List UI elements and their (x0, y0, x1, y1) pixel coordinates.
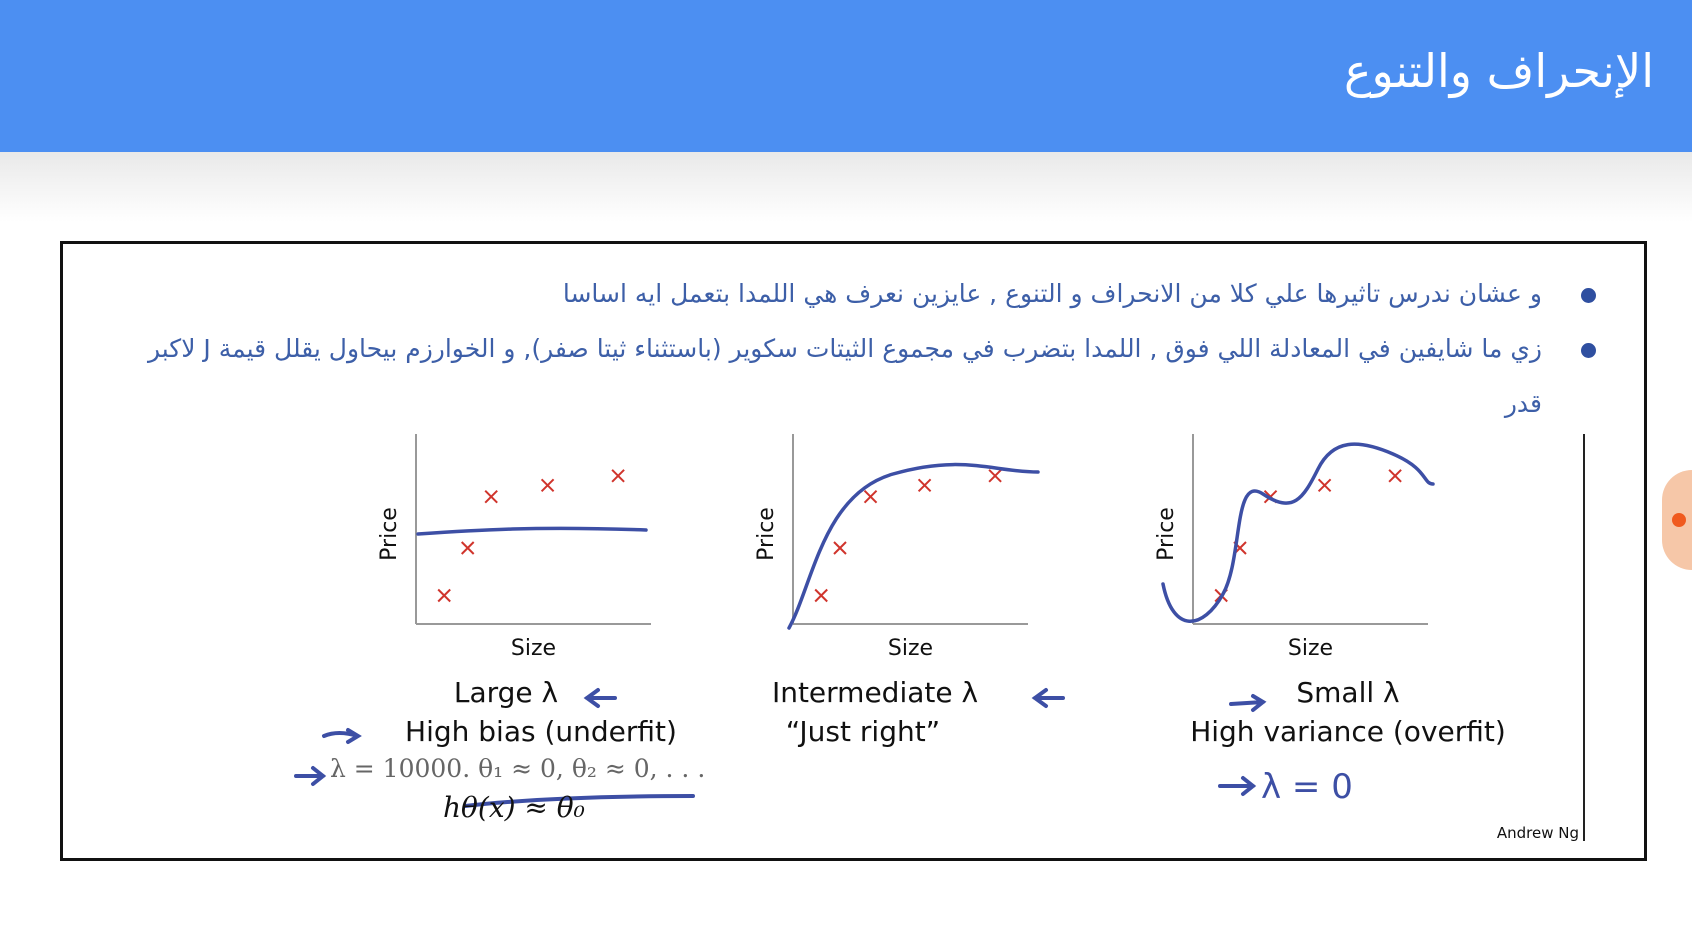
credit-andrew-ng: Andrew Ng (1497, 824, 1579, 842)
x-axis-label: Size (888, 636, 933, 661)
caption-high-bias: High bias (underfit) (405, 715, 677, 748)
plot-panel: Price Size (1154, 434, 1435, 661)
data-point (484, 489, 498, 504)
bullet-list: و عشان ندرس تاثيرها علي كلا من الانحراف … (124, 266, 1604, 431)
y-axis-label: Price (377, 507, 402, 561)
handwritten-lambda-zero: λ = 0 (1261, 767, 1353, 807)
formula-lambda-large: λ = 10000. θ₁ ≈ 0, θ₂ ≈ 0, . . . (330, 754, 705, 783)
caption-large-lambda: Large λ (454, 676, 558, 709)
caption-just-right: “Just right” (786, 715, 940, 748)
caption-high-variance: High variance (overfit) (1190, 715, 1506, 748)
y-axis-label: Price (1154, 507, 1179, 561)
x-axis-label: Size (1288, 636, 1333, 661)
plot-panel: Price Size (754, 434, 1040, 661)
data-point (460, 541, 475, 555)
data-point (917, 478, 932, 493)
header-shadow (0, 152, 1692, 222)
plot-panel: Price Size (377, 434, 651, 661)
data-point (1388, 469, 1402, 483)
slide-header: الإنحراف والتنوع (0, 0, 1692, 152)
arrow-icon (322, 728, 362, 744)
arrow-icon (583, 688, 617, 708)
arrow-icon (1218, 776, 1257, 796)
side-handle[interactable] (1662, 470, 1692, 570)
fit-curve (1161, 442, 1435, 623)
fit-curve (787, 462, 1040, 630)
arrow-icon (294, 766, 327, 786)
y-axis-label: Price (754, 507, 779, 561)
data-point (1317, 478, 1332, 493)
arrow-icon (1229, 694, 1267, 712)
bullet-item: و عشان ندرس تاثيرها علي كلا من الانحراف … (124, 266, 1604, 321)
fit-curve (416, 526, 648, 536)
data-point (988, 469, 1002, 483)
x-axis-label: Size (511, 636, 556, 661)
slide-content-frame: و عشان ندرس تاثيرها علي كلا من الانحراف … (60, 241, 1647, 861)
formula-hypothesis: hθ(x) ≈ θ₀ (443, 791, 585, 824)
data-point (814, 588, 828, 603)
figure-svg: Price Size Price Size Price Size Large λ High… (294, 434, 1585, 842)
record-dot-icon (1672, 513, 1686, 527)
slide-title: الإنحراف والتنوع (1344, 44, 1654, 98)
handwritten-arrows (294, 688, 1267, 808)
data-point (833, 541, 847, 555)
data-point (437, 588, 451, 603)
plots-group: Price Size Price Size Price Size (377, 434, 1435, 661)
caption-small-lambda: Small λ (1296, 676, 1399, 709)
caption-intermediate-lambda: Intermediate λ (772, 676, 978, 709)
arrow-icon (1031, 688, 1065, 708)
data-point (863, 489, 878, 504)
data-point (611, 469, 625, 483)
regularization-figure: Price Size Price Size Price Size Large λ High… (293, 434, 1593, 854)
underline-stroke (463, 794, 695, 808)
data-point (540, 478, 555, 493)
bullet-item: زي ما شايفين في المعادلة اللي فوق , اللم… (124, 321, 1604, 431)
